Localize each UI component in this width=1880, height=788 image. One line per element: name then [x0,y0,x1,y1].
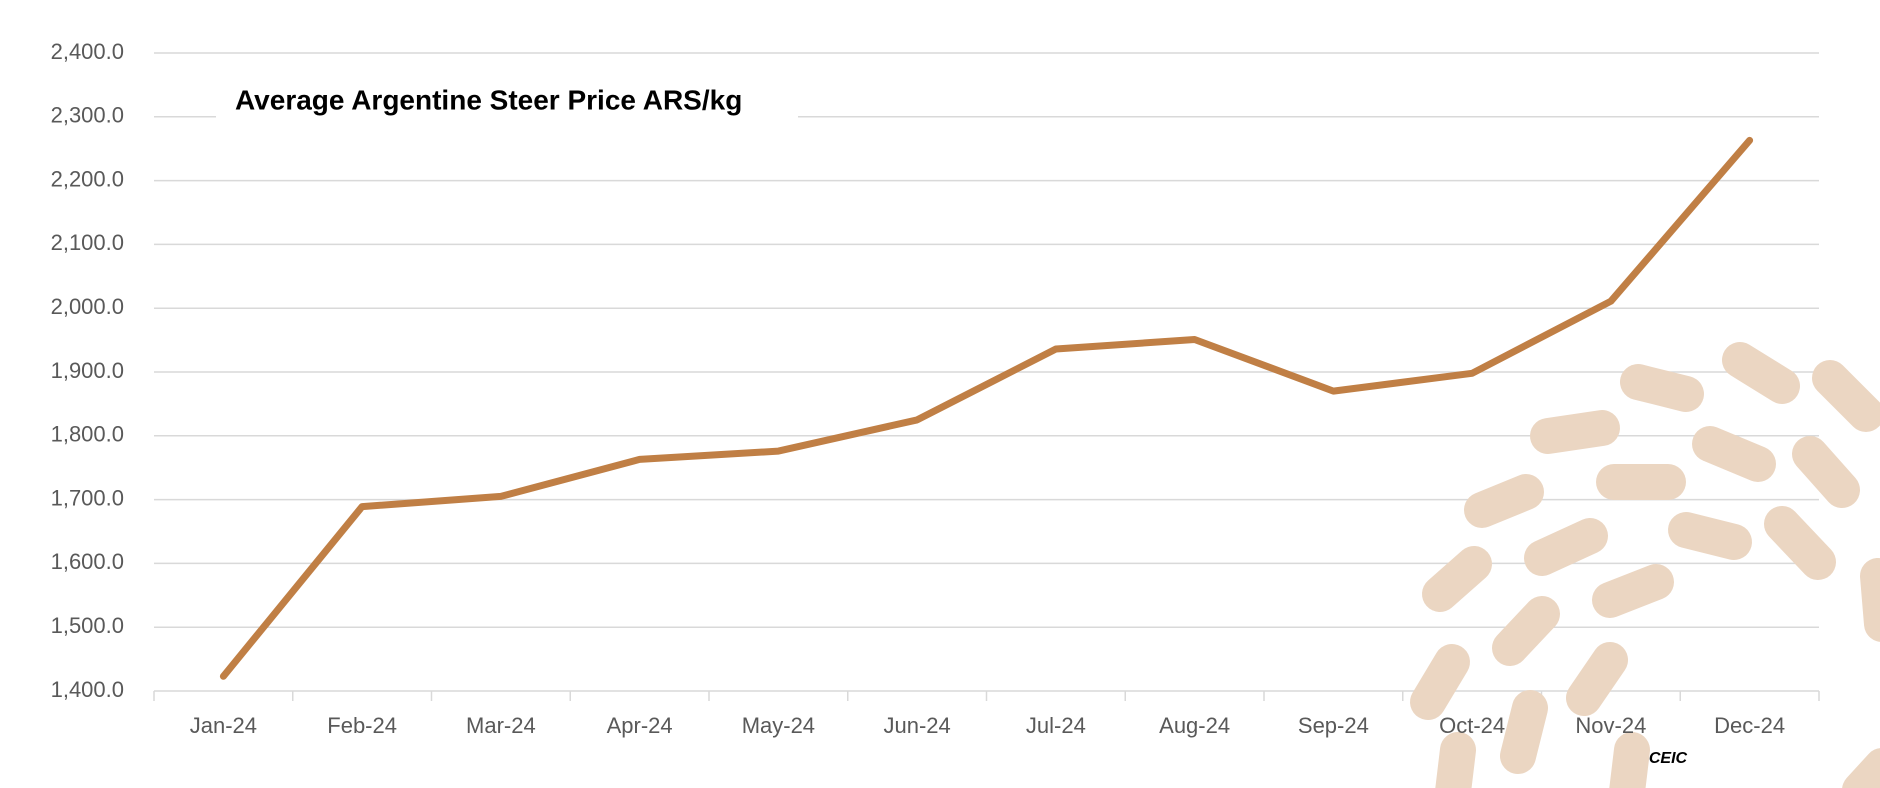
deco-dash [1422,546,1492,612]
x-tick-label: Apr-24 [607,713,673,738]
source-label: CEIC [1649,750,1688,767]
y-tick-label: 2,200.0 [51,166,124,191]
y-tick-label: 2,300.0 [51,103,124,128]
y-tick-label: 2,400.0 [51,39,124,64]
x-tick-label: Sep-24 [1298,713,1369,738]
data-line [219,136,1754,680]
deco-dash [1722,342,1800,404]
grid [153,52,1820,701]
decoration [1410,342,1880,788]
deco-dash [1609,732,1650,788]
x-tick-label: Dec-24 [1714,713,1785,738]
deco-dash [1435,732,1476,788]
x-tick-label: Oct-24 [1439,713,1505,738]
y-tick-label: 1,600.0 [51,549,124,574]
deco-dash [1464,474,1544,528]
deco-dash [1500,690,1548,774]
deco-dash [1792,436,1860,508]
deco-dash [1492,596,1560,666]
deco-dash [1842,748,1880,788]
deco-dash [1764,506,1836,580]
y-tick-label: 1,500.0 [51,613,124,638]
deco-dash [1530,410,1620,454]
deco-dash [1620,364,1704,412]
x-tick-label: May-24 [742,713,815,738]
x-tick-label: Jan-24 [190,713,257,738]
y-tick-label: 1,800.0 [51,422,124,447]
x-tick-label: Jun-24 [883,713,950,738]
deco-dash [1524,518,1608,576]
x-tick-label: Mar-24 [466,713,536,738]
title-backdrop [216,82,798,124]
x-tick-label: Nov-24 [1575,713,1646,738]
y-tick-label: 1,700.0 [51,485,124,510]
deco-dash [1592,564,1674,618]
y-tick-label: 1,400.0 [51,677,124,702]
marks [219,136,1754,680]
chart-title: Average Argentine Steer Price ARS/kg [235,84,742,115]
deco-dash [1692,426,1776,482]
y-tick-label: 2,000.0 [51,294,124,319]
x-tick-label: Aug-24 [1159,713,1230,738]
x-tick-label: Jul-24 [1026,713,1086,738]
x-tick-label: Feb-24 [327,713,397,738]
y-tick-label: 2,100.0 [51,230,124,255]
deco-dash [1566,642,1628,716]
deco-dash [1860,558,1880,642]
deco-dash [1812,360,1880,432]
deco-dash [1410,644,1470,720]
deco-dash [1668,512,1752,560]
y-tick-label: 1,900.0 [51,358,124,383]
